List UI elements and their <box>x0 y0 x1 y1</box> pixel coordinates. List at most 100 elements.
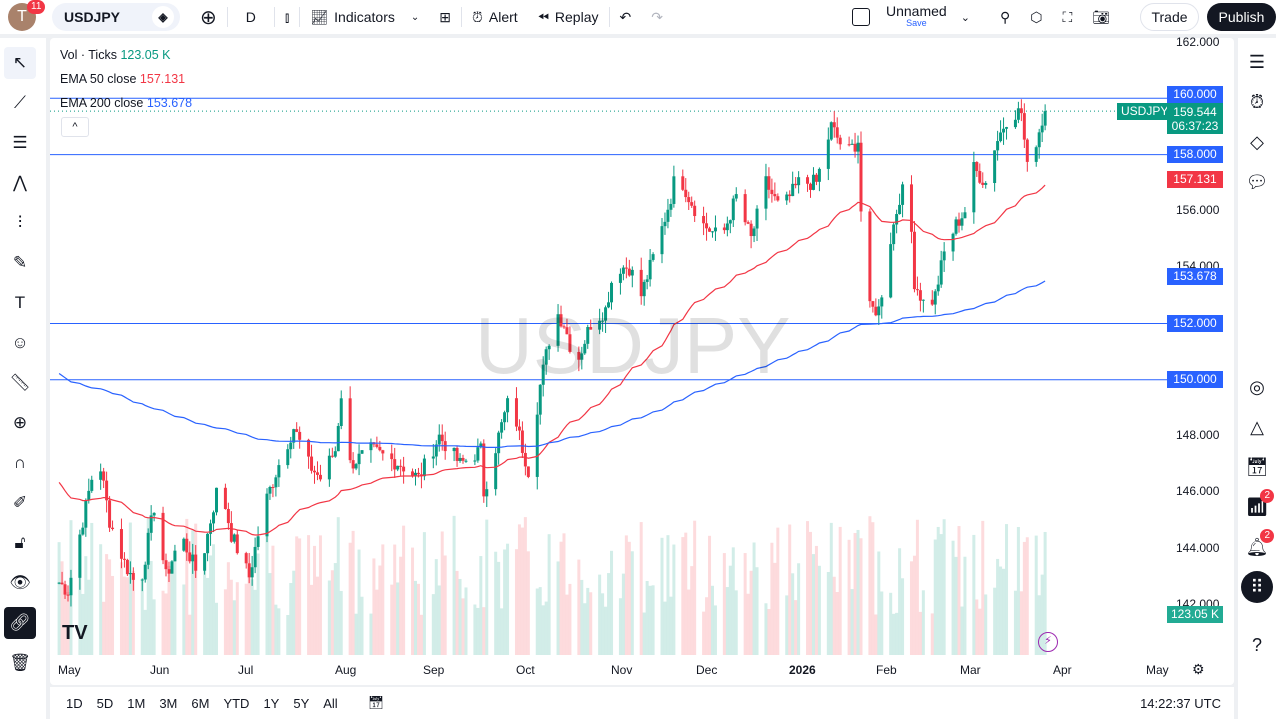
volume-bar <box>642 612 646 655</box>
quick-search-button[interactable]: ⚲ <box>990 0 1020 34</box>
volume-bar <box>930 613 934 655</box>
compare-button[interactable]: ⊕ <box>190 0 227 34</box>
volume-bar <box>562 533 566 655</box>
fullscreen-button[interactable]: ⛶ <box>1053 0 1083 34</box>
legend-ema50[interactable]: EMA 50 close 157.131 <box>60 72 186 86</box>
chevron-down-icon[interactable]: ⌄ <box>960 11 970 24</box>
tradingview-logo[interactable]: TV <box>62 622 88 644</box>
undo-button[interactable]: ↶ <box>610 0 642 34</box>
emoji-tool[interactable]: ☺ <box>11 333 29 352</box>
candle-body <box>708 228 712 232</box>
snapshot-button[interactable]: 📷︎ <box>1082 0 1120 34</box>
lock-icon[interactable]: 🔓︎ <box>14 533 26 552</box>
lock-drawing-tool[interactable]: ✐ <box>12 493 28 512</box>
range-3m[interactable]: 3M <box>159 695 178 711</box>
volume-bar <box>607 573 611 655</box>
zoom-tool[interactable]: ⊕ <box>12 413 28 432</box>
fib-tool[interactable]: ☰ <box>12 133 28 152</box>
collapse-legend-button[interactable]: ^ <box>61 117 89 137</box>
candle-body <box>889 244 893 298</box>
pine-icon[interactable]: △ <box>1250 416 1264 437</box>
range-5d[interactable]: 5D <box>96 695 114 711</box>
volume-bar <box>416 583 420 655</box>
ruler-tool[interactable]: 📏︎ <box>9 373 31 392</box>
range-1m[interactable]: 1M <box>127 695 146 711</box>
price-chart[interactable] <box>50 38 1234 685</box>
volume-bar <box>880 591 884 655</box>
stream-icon[interactable]: 📶︎ 2 <box>1238 487 1276 527</box>
forecast-tool[interactable]: ⫶ <box>17 213 23 232</box>
volume-bar <box>277 608 281 655</box>
chart-pane[interactable]: USDJPY Vol · Ticks 123.05 K EMA 50 close… <box>50 35 1234 685</box>
candle-body <box>909 184 913 232</box>
replay-button[interactable]: ⏪︎ Replay <box>537 8 599 26</box>
range-1y[interactable]: 1Y <box>263 695 280 711</box>
apps-icon[interactable]: ⠿ <box>1238 567 1276 607</box>
eye-icon[interactable]: 👁︎ <box>9 573 31 592</box>
candle-body <box>577 351 581 360</box>
candle-body <box>951 233 955 252</box>
layout-checkbox-icon[interactable] <box>852 8 870 26</box>
trade-button[interactable]: Trade <box>1140 3 1199 31</box>
trash-icon[interactable]: 🗑︎ <box>9 653 31 672</box>
range-ytd[interactable]: YTD <box>223 695 250 711</box>
candle-body <box>170 561 174 574</box>
layout-name-button[interactable]: Unnamed Save <box>886 3 947 28</box>
range-all[interactable]: All <box>323 695 338 711</box>
candle-body <box>1005 127 1009 129</box>
symbol-tag-icon[interactable]: ◈ <box>152 6 174 28</box>
symbol-search[interactable]: USDJPY ◈ <box>52 3 180 31</box>
candle-body <box>930 299 934 305</box>
range-1d[interactable]: 1D <box>66 695 83 711</box>
chat-icon[interactable]: 💬︎ <box>1245 171 1269 192</box>
volume-bar <box>63 591 67 655</box>
candle-body <box>939 260 943 285</box>
redo-button[interactable]: ↷ <box>641 0 673 34</box>
bell-icon[interactable]: 🔔︎ 2 <box>1238 527 1276 567</box>
range-6m[interactable]: 6M <box>191 695 210 711</box>
interval-button[interactable]: D <box>245 9 256 25</box>
clock[interactable]: 14:22:37 UTC <box>1140 695 1221 711</box>
ema200-line[interactable] <box>58 280 1046 448</box>
settings-button[interactable]: ⬡ <box>1020 0 1052 34</box>
watchlist-icon[interactable]: ☰ <box>1248 51 1266 72</box>
text-tool[interactable]: T <box>14 293 26 312</box>
candle-body <box>975 162 979 172</box>
magnet-tool[interactable]: ∩ <box>13 453 27 472</box>
lightning-icon[interactable]: ⚡︎ <box>1038 632 1058 652</box>
range-5y[interactable]: 5Y <box>293 695 310 711</box>
volume-bar <box>485 519 489 655</box>
screener-icon[interactable]: ◎ <box>1249 376 1265 397</box>
cursor-tool[interactable]: ↖ <box>4 47 36 79</box>
volume-bar <box>229 579 233 655</box>
axis-settings-icon[interactable]: ⚙︎ <box>1192 661 1205 677</box>
candle-body <box>411 471 415 476</box>
alert-button[interactable]: ⏰︎ Alert <box>471 8 518 26</box>
ema50-label: 157.131 <box>1167 171 1223 188</box>
candle-body <box>111 527 115 530</box>
trend-line-tool[interactable]: ⟋ <box>14 93 26 112</box>
volume-bar <box>583 603 587 655</box>
indicators-button[interactable]: 📈︎ Indicators ⌄ <box>310 8 420 26</box>
volume-bar <box>850 589 854 655</box>
layouts-button[interactable]: ⊞ <box>429 0 461 34</box>
volume-bar <box>874 614 878 655</box>
date-range-icon[interactable]: 📅︎ <box>367 695 385 710</box>
help-icon[interactable]: ? <box>1251 634 1262 655</box>
candle-body <box>256 536 260 547</box>
calendar-icon[interactable]: 📅︎ <box>1245 456 1269 477</box>
layers-icon[interactable]: ◇ <box>1250 131 1264 152</box>
legend-ema200[interactable]: EMA 200 close 153.678 <box>60 96 193 110</box>
volume-bar <box>348 542 352 655</box>
pattern-tool[interactable]: ⋀ <box>13 173 27 192</box>
legend-volume[interactable]: Vol · Ticks 123.05 K <box>60 48 171 62</box>
publish-button[interactable]: Publish <box>1207 3 1276 31</box>
volume-bar <box>517 524 521 655</box>
link-icon[interactable]: 🔗︎ <box>4 607 36 639</box>
alerts-clock-icon[interactable]: ⏰︎ <box>1249 91 1265 112</box>
candle-body <box>440 434 444 442</box>
search-icon: ⚲ <box>1000 8 1011 25</box>
chart-type-button[interactable]: ⫾ <box>275 0 299 34</box>
volume-bar <box>360 596 364 655</box>
brush-tool[interactable]: ✎ <box>12 253 28 272</box>
